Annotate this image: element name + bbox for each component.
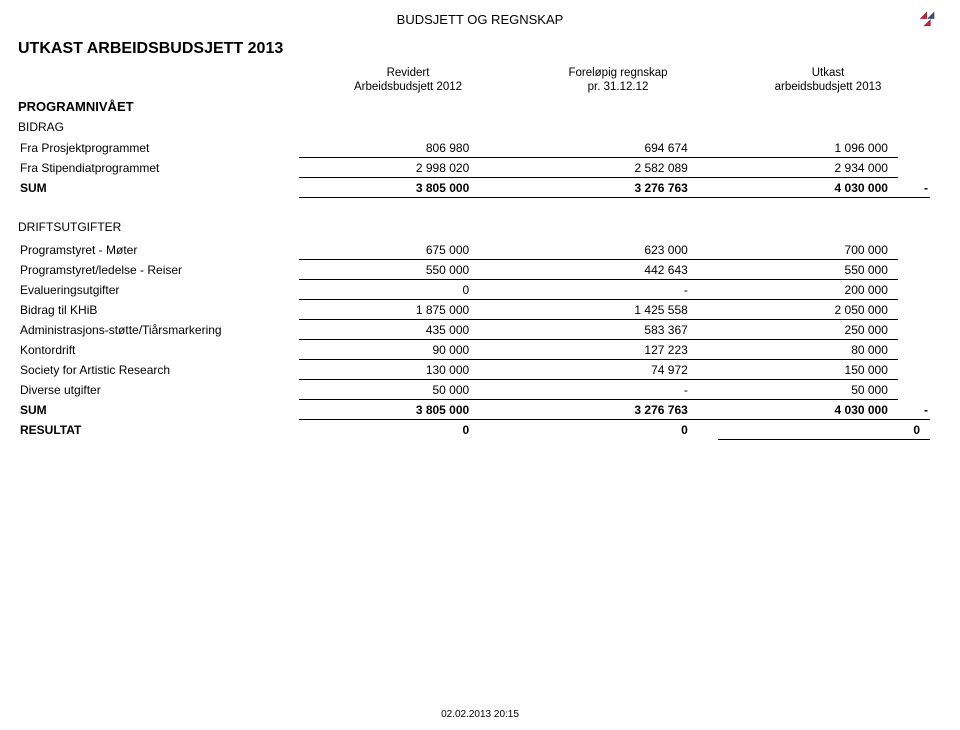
row-value: 1 425 558 [499, 299, 718, 319]
row-pad [898, 157, 930, 177]
row-label: Diverse utgifter [18, 379, 299, 399]
table-row: Programstyret - Møter675 000623 000700 0… [18, 240, 930, 260]
row-value: 150 000 [718, 359, 898, 379]
row-value: 130 000 [299, 359, 499, 379]
sum-label: SUM [18, 177, 299, 197]
logo-icon [916, 6, 938, 28]
row-pad [898, 359, 930, 379]
row-pad [898, 319, 930, 339]
col2-line1: Foreløpig regnskap [568, 67, 667, 79]
drift-sum-dash: - [898, 399, 930, 419]
row-pad [898, 240, 930, 260]
row-value: 0 [299, 279, 499, 299]
sum-c3: 4 030 000 [718, 177, 898, 197]
page: BUDSJETT OG REGNSKAP UTKAST ARBEIDSBUDSJ… [0, 0, 960, 730]
table-row: Administrasjons-støtte/Tiårsmarkering435… [18, 319, 930, 339]
col2-line2: pr. 31.12.12 [588, 81, 649, 93]
row-value: 74 972 [499, 359, 718, 379]
row-value: 90 000 [299, 339, 499, 359]
row-value: 806 980 [299, 138, 499, 158]
table-row: Fra Prosjektprogrammet806 980694 6741 09… [18, 138, 930, 158]
sum-dash: - [898, 177, 930, 197]
row-value: 2 582 089 [499, 157, 718, 177]
row-label: Fra Prosjektprogrammet [18, 138, 299, 158]
col-header-1: Revidert Arbeidsbudsjett 2012 [308, 66, 508, 95]
row-value: 442 643 [499, 259, 718, 279]
row-label: Bidrag til KHiB [18, 299, 299, 319]
row-label: Fra Stipendiatprogrammet [18, 157, 299, 177]
row-value: 435 000 [299, 319, 499, 339]
row-value: 250 000 [718, 319, 898, 339]
row-value: 50 000 [299, 379, 499, 399]
col3-line1: Utkast [812, 67, 845, 79]
resultat-c3: 0 [718, 419, 930, 439]
table-row: Evalueringsutgifter0-200 000 [18, 279, 930, 299]
col3-line2: arbeidsbudsjett 2013 [775, 81, 882, 93]
table-row: Society for Artistic Research130 00074 9… [18, 359, 930, 379]
row-value: - [499, 279, 718, 299]
row-value: 200 000 [718, 279, 898, 299]
row-value: 2 050 000 [718, 299, 898, 319]
row-value: 583 367 [499, 319, 718, 339]
row-pad [898, 279, 930, 299]
footer-timestamp: 02.02.2013 20:15 [0, 709, 960, 720]
row-value: 1 096 000 [718, 138, 898, 158]
row-value: 694 674 [499, 138, 718, 158]
page-title: UTKAST ARBEIDSBUDSJETT 2013 [18, 40, 932, 58]
row-value: 550 000 [299, 259, 499, 279]
table-row: Programstyret/ledelse - Reiser550 000442… [18, 259, 930, 279]
row-value: 50 000 [718, 379, 898, 399]
drift-sum-c3: 4 030 000 [718, 399, 898, 419]
bidrag-table: Fra Prosjektprogrammet806 980694 6741 09… [18, 138, 930, 198]
row-value: 700 000 [718, 240, 898, 260]
column-headers: Revidert Arbeidsbudsjett 2012 Foreløpig … [18, 66, 932, 95]
row-value: 1 875 000 [299, 299, 499, 319]
row-pad [898, 259, 930, 279]
row-label: Programstyret/ledelse - Reiser [18, 259, 299, 279]
row-label: Society for Artistic Research [18, 359, 299, 379]
row-pad [898, 379, 930, 399]
row-value: - [499, 379, 718, 399]
resultat-row: RESULTAT 0 0 0 [18, 419, 930, 439]
drift-sum-row: SUM 3 805 000 3 276 763 4 030 000 - [18, 399, 930, 419]
col-header-3: Utkast arbeidsbudsjett 2013 [728, 66, 928, 95]
table-row: Bidrag til KHiB1 875 0001 425 5582 050 0… [18, 299, 930, 319]
row-label: Kontordrift [18, 339, 299, 359]
program-level-label: PROGRAMNIVÅET [18, 99, 932, 114]
drift-sum-c1: 3 805 000 [299, 399, 499, 419]
row-value: 623 000 [499, 240, 718, 260]
bidrag-sum-row: SUM 3 805 000 3 276 763 4 030 000 - [18, 177, 930, 197]
row-value: 80 000 [718, 339, 898, 359]
drift-table: Programstyret - Møter675 000623 000700 0… [18, 240, 930, 440]
header-overtitle: BUDSJETT OG REGNSKAP [0, 12, 960, 27]
drift-label: DRIFTSUTGIFTER [18, 220, 932, 234]
drift-sum-label: SUM [18, 399, 299, 419]
bidrag-label: BIDRAG [18, 120, 932, 134]
row-pad [898, 138, 930, 158]
resultat-c2: 0 [499, 419, 718, 439]
row-label: Programstyret - Møter [18, 240, 299, 260]
col1-line2: Arbeidsbudsjett 2012 [354, 81, 462, 93]
row-pad [898, 339, 930, 359]
row-value: 2 934 000 [718, 157, 898, 177]
col1-line1: Revidert [387, 67, 430, 79]
row-value: 550 000 [718, 259, 898, 279]
drift-sum-c2: 3 276 763 [499, 399, 718, 419]
sum-c2: 3 276 763 [499, 177, 718, 197]
resultat-c1: 0 [299, 419, 499, 439]
col-header-2: Foreløpig regnskap pr. 31.12.12 [508, 66, 728, 95]
row-label: Administrasjons-støtte/Tiårsmarkering [18, 319, 299, 339]
row-value: 2 998 020 [299, 157, 499, 177]
resultat-label: RESULTAT [18, 419, 299, 439]
table-row: Diverse utgifter50 000-50 000 [18, 379, 930, 399]
row-value: 675 000 [299, 240, 499, 260]
row-pad [898, 299, 930, 319]
table-row: Fra Stipendiatprogrammet2 998 0202 582 0… [18, 157, 930, 177]
row-value: 127 223 [499, 339, 718, 359]
row-label: Evalueringsutgifter [18, 279, 299, 299]
sum-c1: 3 805 000 [299, 177, 499, 197]
table-row: Kontordrift90 000127 22380 000 [18, 339, 930, 359]
